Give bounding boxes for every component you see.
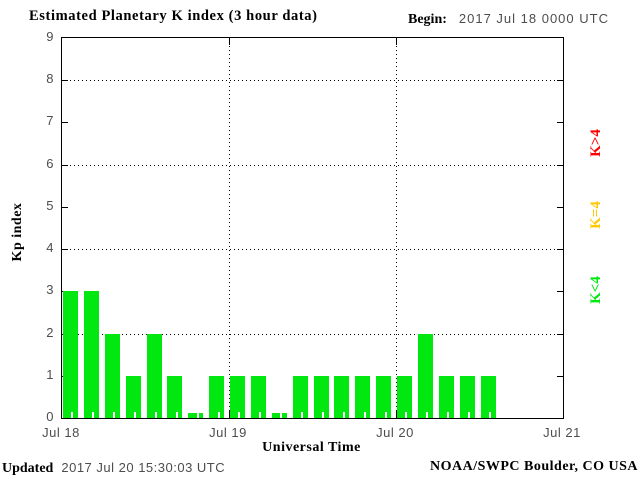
x-slot-tick bbox=[301, 412, 304, 418]
y-tick-right bbox=[557, 249, 563, 251]
x-slot-tick bbox=[405, 412, 408, 418]
kp-bar bbox=[313, 375, 329, 418]
kp-bar bbox=[83, 291, 99, 418]
kp-bar bbox=[125, 375, 141, 418]
grid-line-day bbox=[229, 38, 230, 418]
x-slot-tick bbox=[134, 412, 137, 418]
kp-bar bbox=[480, 375, 496, 418]
day-tick-top bbox=[396, 38, 397, 45]
kp-bar bbox=[63, 291, 78, 418]
y-tick-left bbox=[62, 249, 68, 251]
day-tick-top bbox=[229, 38, 230, 45]
y-tick-left bbox=[62, 206, 68, 208]
y-tick-label: 6 bbox=[46, 155, 54, 171]
kp-bar bbox=[334, 375, 350, 418]
x-tick-label: Jul 20 bbox=[376, 425, 414, 440]
y-tick-label: 8 bbox=[46, 71, 54, 87]
x-axis-title: Universal Time bbox=[262, 440, 361, 455]
updated-label: Updated bbox=[2, 461, 54, 476]
grid-line-y-6 bbox=[62, 164, 563, 166]
x-slot-tick bbox=[488, 412, 491, 418]
y-tick-right bbox=[557, 122, 563, 124]
kp-bar bbox=[376, 375, 392, 418]
begin-value: 2017 Jul 18 0000 UTC bbox=[458, 11, 609, 26]
kp-bar bbox=[355, 375, 371, 418]
x-tick-label: Jul 21 bbox=[543, 425, 581, 440]
y-tick-label: 9 bbox=[46, 29, 54, 44]
x-slot-tick bbox=[468, 412, 471, 418]
x-slot-tick bbox=[238, 412, 241, 418]
y-tick-right bbox=[557, 164, 563, 166]
x-slot-tick bbox=[447, 412, 450, 418]
legend-item-k-lt-4: K<4 bbox=[588, 276, 604, 304]
day-tick-bottom bbox=[229, 411, 230, 418]
x-slot-tick bbox=[280, 412, 283, 418]
x-tick-label: Jul 18 bbox=[42, 425, 80, 440]
grid-line-y-2 bbox=[62, 333, 563, 335]
x-slot-tick bbox=[175, 412, 178, 418]
y-tick-label: 3 bbox=[46, 282, 54, 298]
grid-line-y-8 bbox=[62, 80, 563, 82]
kp-bar bbox=[271, 413, 287, 418]
y-tick-right bbox=[557, 80, 563, 82]
x-slot-tick bbox=[259, 412, 262, 418]
kp-bar bbox=[104, 333, 120, 418]
x-slot-tick bbox=[196, 412, 199, 418]
updated-line: Updated 2017 Jul 20 15:30:03 UTC bbox=[2, 459, 225, 477]
kp-bar bbox=[292, 375, 308, 418]
y-tick-label: 5 bbox=[46, 197, 54, 213]
plot-area bbox=[61, 37, 564, 419]
x-slot-tick bbox=[321, 412, 324, 418]
kp-bar bbox=[167, 375, 183, 418]
grid-line-y-4 bbox=[62, 249, 563, 251]
chart-title: Estimated Planetary K index (3 hour data… bbox=[29, 8, 318, 24]
x-slot-tick bbox=[342, 412, 345, 418]
kp-bar bbox=[459, 375, 475, 418]
kp-bar bbox=[417, 333, 433, 418]
kp-bar bbox=[397, 375, 412, 418]
x-slot-tick bbox=[217, 412, 220, 418]
x-tick-label: Jul 19 bbox=[209, 425, 247, 440]
x-slot-tick bbox=[384, 412, 387, 418]
x-slot-tick bbox=[92, 412, 95, 418]
y-tick-right bbox=[557, 206, 563, 208]
updated-value: 2017 Jul 20 15:30:03 UTC bbox=[61, 460, 226, 475]
x-slot-tick bbox=[154, 412, 157, 418]
y-tick-right bbox=[557, 291, 563, 293]
y-tick-label: 7 bbox=[46, 113, 54, 129]
y-tick-label: 1 bbox=[46, 366, 54, 382]
y-tick-left bbox=[62, 122, 68, 124]
y-tick-label: 2 bbox=[46, 324, 54, 340]
credit-text: NOAA/SWPC Boulder, CO USA bbox=[429, 459, 638, 474]
kp-bar bbox=[250, 375, 266, 418]
x-slot-tick bbox=[363, 412, 366, 418]
kp-bar bbox=[209, 375, 225, 418]
legend-item-k-eq-4: K=4 bbox=[588, 201, 604, 229]
kp-bar bbox=[230, 375, 245, 418]
y-tick-label: 0 bbox=[46, 409, 54, 424]
y-tick-right bbox=[557, 375, 563, 377]
kp-bar bbox=[438, 375, 454, 418]
x-slot-tick bbox=[71, 412, 74, 418]
day-tick-bottom bbox=[396, 411, 397, 418]
legend-item-k-gt-4: K>4 bbox=[588, 129, 604, 157]
x-slot-tick bbox=[426, 412, 429, 418]
kp-bar bbox=[188, 413, 204, 418]
kp-bar bbox=[146, 333, 162, 418]
y-tick-label: 4 bbox=[46, 240, 54, 256]
y-tick-right bbox=[557, 333, 563, 335]
y-tick-left bbox=[62, 80, 68, 82]
y-tick-left bbox=[62, 164, 68, 166]
grid-line-day bbox=[396, 38, 397, 418]
x-slot-tick bbox=[113, 412, 116, 418]
begin-line: Begin: 2017 Jul 18 0000 UTC bbox=[408, 10, 609, 28]
begin-label: Begin: bbox=[408, 12, 447, 27]
